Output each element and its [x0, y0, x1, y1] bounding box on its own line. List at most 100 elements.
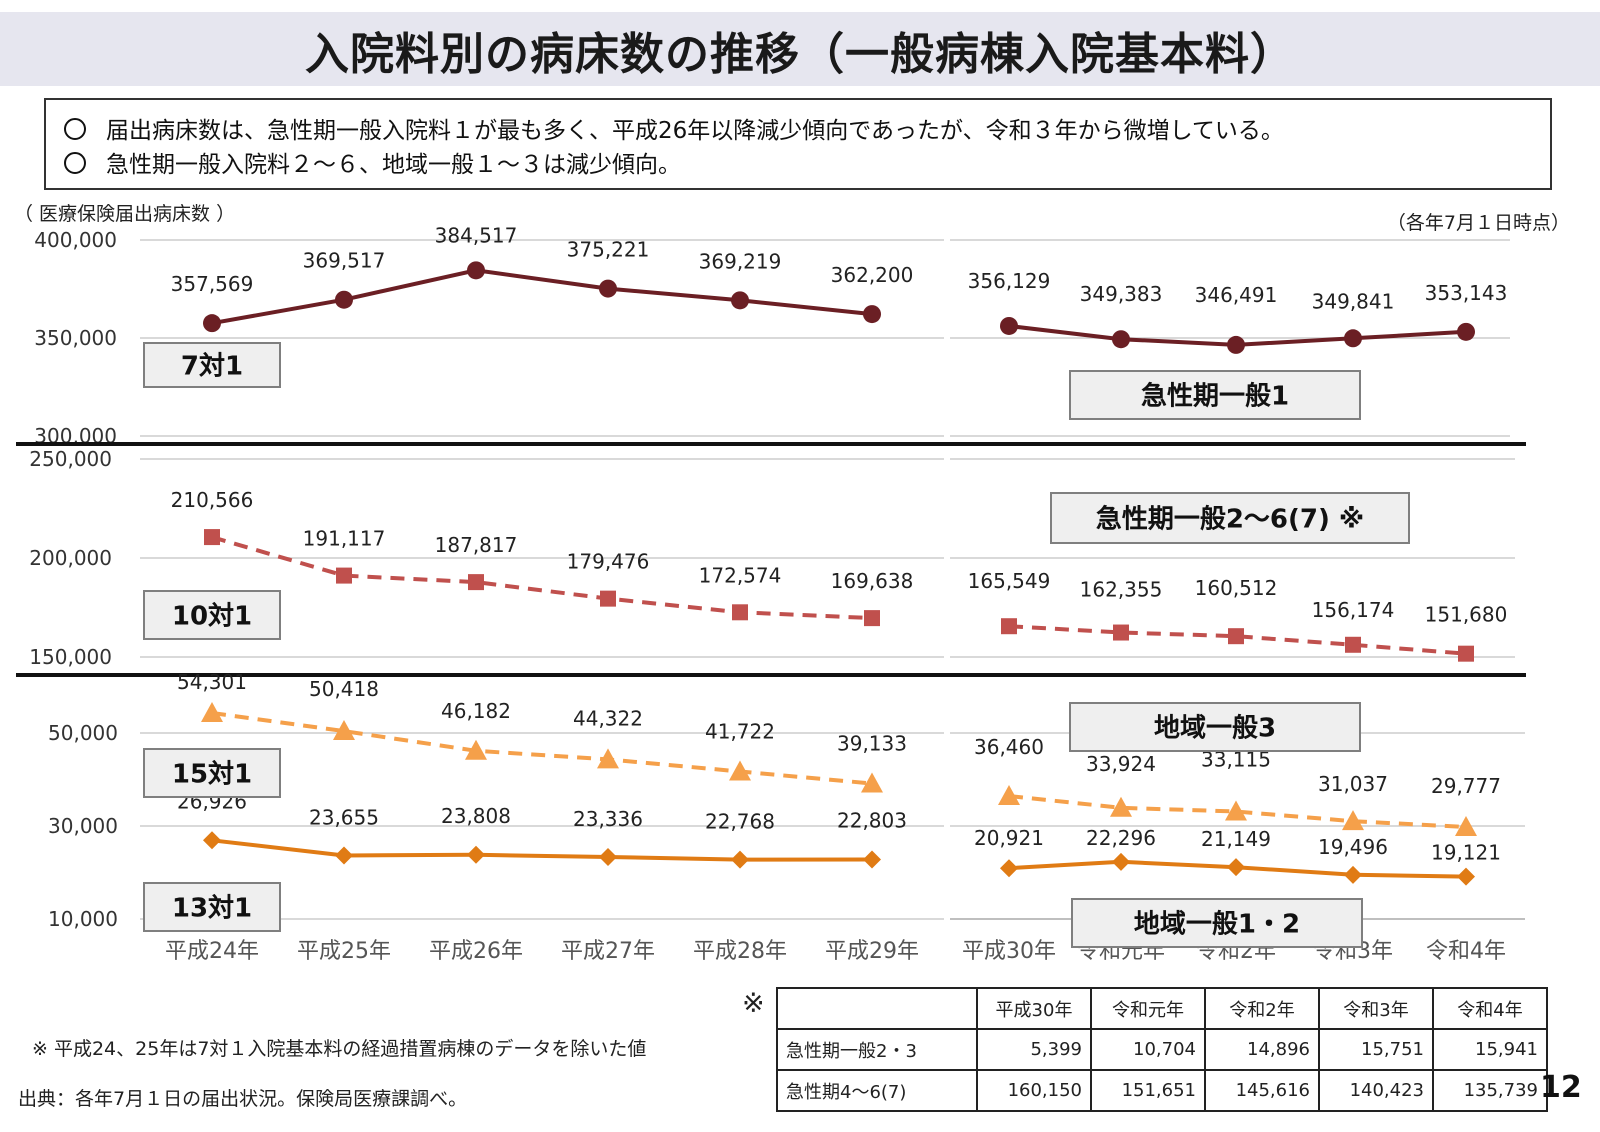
series-label-box [143, 882, 281, 932]
y-axis-label: （ 医療保険届出病床数 ） [14, 203, 236, 225]
data-point [863, 850, 881, 869]
table-cell: 10,704 [1090, 1028, 1206, 1071]
data-point [597, 748, 619, 769]
data-label: 172,574 [699, 563, 782, 587]
data-point [1228, 628, 1244, 645]
data-point [465, 739, 487, 760]
data-point [467, 261, 485, 280]
table-row: 急性期4～6(7) 160,150 151,651 145,616 140,42… [776, 1069, 1548, 1112]
table-header-row: 平成30年 令和元年 令和2年 令和3年 令和4年 [776, 987, 1548, 1030]
table-header-cell: 令和3年 [1318, 987, 1434, 1030]
table-cell: 135,739 [1432, 1069, 1548, 1112]
data-point [1225, 800, 1247, 821]
data-label: 187,817 [435, 533, 518, 557]
title-band [0, 12, 1600, 86]
data-label: 353,143 [1425, 281, 1508, 305]
series-label-box [143, 590, 281, 640]
data-label: 191,117 [303, 527, 386, 551]
y-tick-label: 200,000 [29, 546, 112, 570]
summary-line: 届出病床数は、急性期一般入院料１が最も多く、平成26年以降減少傾向であったが、令… [64, 114, 1550, 148]
date-note: （各年7月１日時点） [1386, 212, 1570, 234]
data-label: 19,496 [1318, 835, 1388, 859]
series-label-box [1050, 492, 1410, 544]
table-row: 急性期一般2・3 5,399 10,704 14,896 15,751 15,9… [776, 1028, 1548, 1071]
data-label: 375,221 [567, 238, 650, 262]
data-point [1345, 636, 1361, 653]
series-label-box [143, 342, 281, 388]
data-label: 169,638 [831, 569, 914, 593]
data-point [599, 279, 617, 298]
y-tick-label: 150,000 [29, 645, 112, 669]
series-label-box [1069, 370, 1361, 420]
y-tick-label: 30,000 [48, 814, 118, 838]
table-cell: 145,616 [1204, 1069, 1320, 1112]
data-label: 39,133 [837, 732, 907, 756]
data-label: 41,722 [705, 719, 775, 743]
data-point [1110, 796, 1132, 817]
data-point [1455, 816, 1477, 837]
data-label: 23,336 [573, 807, 643, 831]
data-label: 36,460 [974, 735, 1044, 759]
data-label: 179,476 [567, 550, 650, 574]
x-tick-label: 平成29年 [825, 939, 919, 964]
data-label: 362,200 [831, 263, 914, 287]
x-tick-label: 平成26年 [429, 939, 523, 964]
data-label: 22,803 [837, 808, 907, 832]
source-note: 出典：各年7月１日の届出状況。保険局医療課調べ。 [18, 1088, 468, 1110]
data-label: 20,921 [974, 826, 1044, 850]
table-cell: 5,399 [976, 1028, 1092, 1071]
summary-text-2: 急性期一般入院料２～６、地域一般１～３は減少傾向。 [106, 152, 681, 178]
series-line [211, 838, 873, 862]
data-label: 346,491 [1195, 283, 1278, 307]
data-label: 23,808 [441, 804, 511, 828]
table-cell: 15,941 [1432, 1028, 1548, 1071]
table-header-cell [776, 987, 978, 1030]
data-point [1458, 645, 1474, 662]
series-label-box-text: 7対1 [181, 352, 243, 382]
table-header-cell: 令和2年 [1204, 987, 1320, 1030]
table-cell: 15,751 [1318, 1028, 1434, 1071]
data-label: 21,149 [1201, 827, 1271, 851]
series-line [211, 535, 873, 621]
data-point [1112, 852, 1130, 871]
data-point [1000, 859, 1018, 878]
series-label-box-text: 急性期一般1 [1141, 382, 1289, 412]
page-number: 12 [1540, 1070, 1582, 1105]
data-point [1227, 858, 1245, 877]
table-cell: 151,651 [1090, 1069, 1206, 1112]
series-line [1008, 624, 1467, 656]
data-point [1344, 865, 1362, 884]
table-row-label: 急性期4～6(7) [776, 1069, 978, 1112]
series-label-box-text: 急性期一般2～6(7) ※ [1096, 505, 1364, 535]
data-label: 50,418 [309, 677, 379, 701]
breakdown-table: 平成30年 令和元年 令和2年 令和3年 令和4年 急性期一般2・3 5,399… [776, 987, 1548, 1112]
data-label: 369,219 [699, 249, 782, 273]
series-label-box-text: 15対1 [172, 760, 252, 790]
data-label: 384,517 [435, 223, 518, 247]
data-label: 369,517 [303, 249, 386, 273]
series-label-box-text: 13対1 [172, 894, 252, 924]
data-label: 22,768 [705, 810, 775, 834]
data-point [335, 290, 353, 309]
footnote: ※ 平成24、25年は7対１入院基本料の経過措置病棟のデータを除いた値 [32, 1038, 647, 1060]
page-title: 入院料別の病床数の推移（一般病棟入院基本料） [305, 29, 1295, 80]
x-tick-label: 平成30年 [962, 939, 1056, 964]
table-cell: 14,896 [1204, 1028, 1320, 1071]
summary-text-1: 届出病床数は、急性期一般入院料１が最も多く、平成26年以降減少傾向であったが、令… [106, 118, 1284, 144]
table-cell: 140,423 [1318, 1069, 1434, 1112]
data-point [1001, 618, 1017, 635]
data-point [1000, 316, 1018, 335]
data-point [861, 772, 883, 793]
data-point [732, 604, 748, 621]
data-label: 29,777 [1431, 774, 1501, 798]
data-point [731, 850, 749, 869]
data-point [599, 847, 617, 866]
data-point [729, 760, 751, 781]
data-label: 46,182 [441, 699, 511, 723]
data-point [600, 590, 616, 607]
data-point [201, 702, 223, 723]
series-line [1008, 794, 1467, 829]
table-mark: ※ [742, 988, 765, 1019]
data-point [1344, 329, 1362, 348]
data-point [1112, 330, 1130, 349]
